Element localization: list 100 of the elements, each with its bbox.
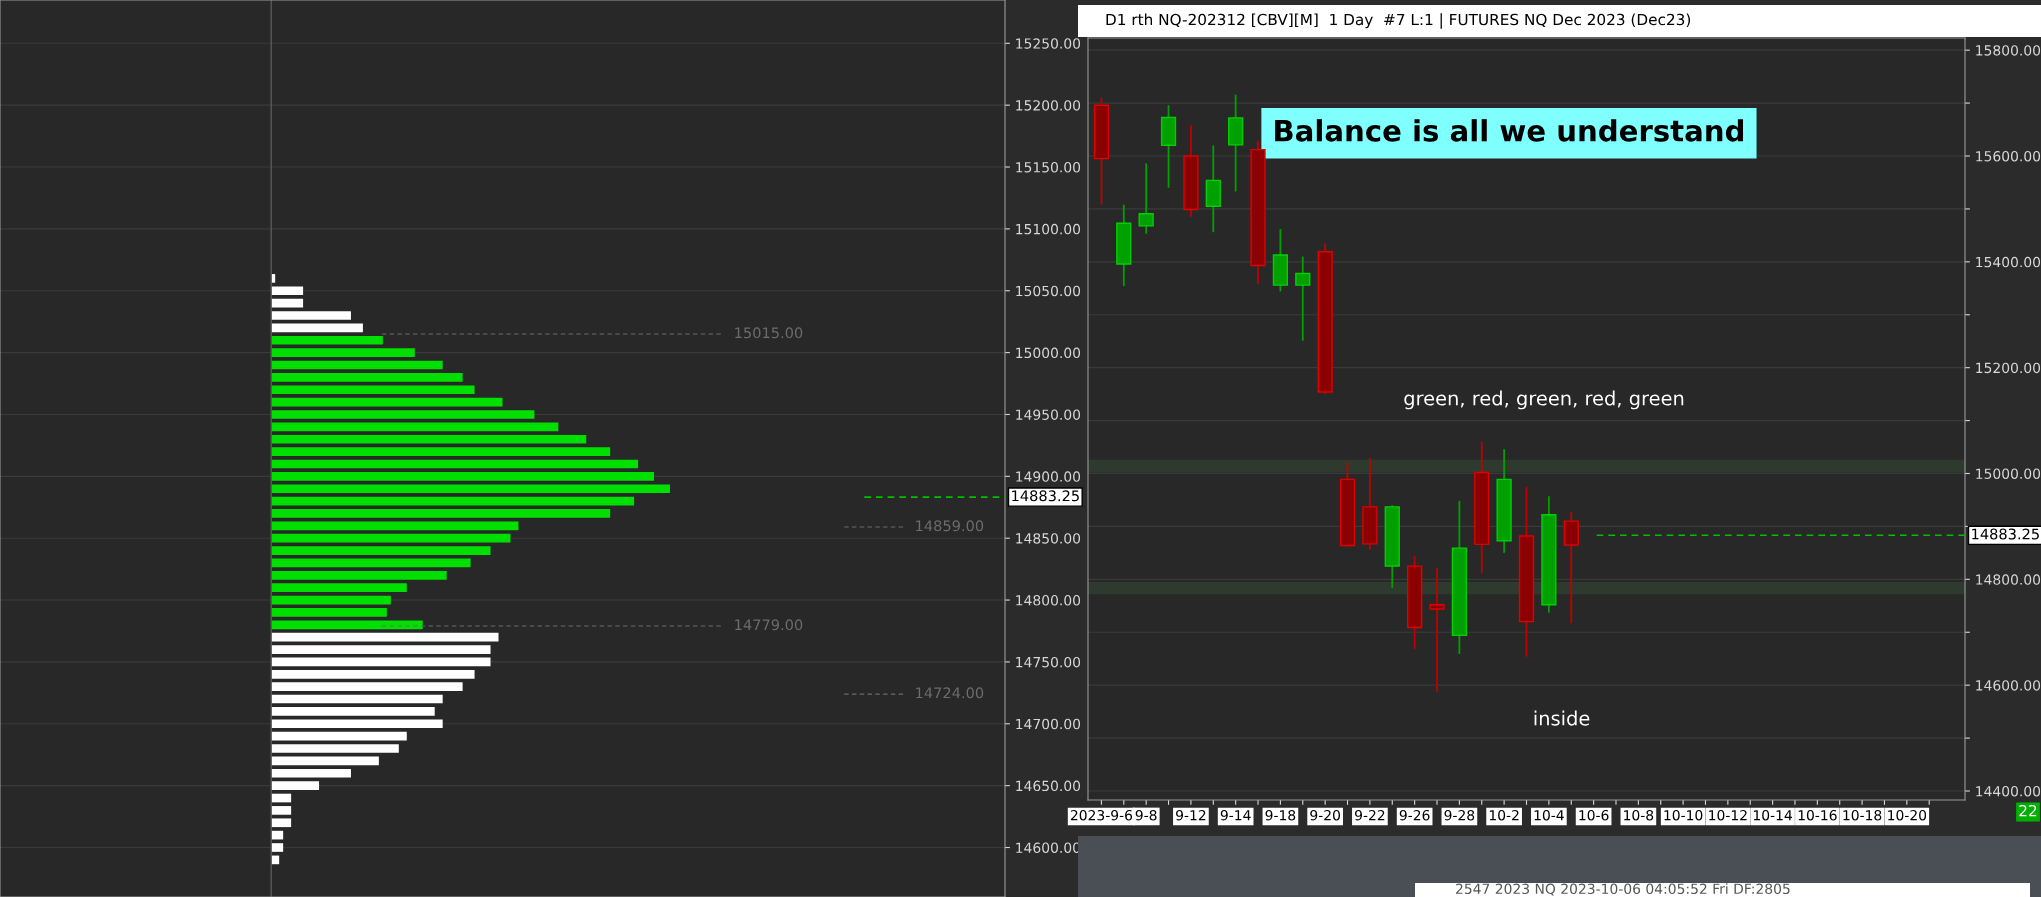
- bar: [271, 744, 399, 753]
- bar: [271, 533, 511, 543]
- candlestick: [1429, 567, 1445, 693]
- candlestick: [1138, 162, 1154, 235]
- y-tick-label: 14900.00: [1016, 471, 1081, 482]
- bar: [271, 459, 639, 469]
- bar: [271, 731, 407, 741]
- bar: [271, 558, 471, 568]
- x-tick-label: 9-26: [1399, 809, 1430, 821]
- bar: [271, 645, 491, 654]
- ref-line-label: 15015.00: [735, 327, 803, 339]
- x-tick-label: 9-22: [1355, 809, 1385, 821]
- y-tick-label: 15100.00: [1016, 223, 1081, 235]
- y-tick-label: 14750.00: [1016, 656, 1081, 668]
- bar: [271, 373, 463, 382]
- x-tick-label: 9-20: [1310, 809, 1340, 821]
- bar: [271, 694, 443, 704]
- x-tick-label: 10-20: [1888, 809, 1927, 821]
- x-tick-label: 9-8: [1135, 809, 1157, 821]
- annotation: inside: [1534, 710, 1590, 726]
- x-tick-label: 10-8: [1624, 809, 1654, 821]
- y-tick-label: 15150.00: [1016, 162, 1081, 173]
- y-tick-label: 15050.00: [1016, 285, 1081, 297]
- candlestick: [1563, 511, 1579, 625]
- y-tick-label: 15250.00: [1016, 38, 1081, 49]
- y-tick-label: 15000.00: [1976, 468, 2041, 479]
- y-tick-label: 14850.00: [1016, 533, 1081, 544]
- bar: [271, 632, 499, 642]
- x-tick-label: 10-6: [1579, 809, 1609, 821]
- x-tick-label: 10-18: [1843, 809, 1882, 821]
- x-tick-label: 10-10: [1664, 809, 1703, 821]
- bar: [271, 348, 415, 357]
- bar: [271, 397, 503, 407]
- bar: [271, 719, 443, 729]
- x-tick-label: 10-14: [1753, 809, 1792, 821]
- x-tick-label: 10-12: [1709, 809, 1747, 821]
- bar: [271, 768, 351, 778]
- bar: [271, 335, 383, 345]
- bar: [271, 385, 475, 395]
- candlestick: [1295, 255, 1311, 342]
- ref-line-label: 14724.00: [916, 687, 984, 699]
- y-tick-label: 15600.00: [1976, 150, 2041, 162]
- bar: [271, 422, 559, 432]
- y-tick-label: 15400.00: [1976, 256, 2041, 268]
- y-tick-label: 14950.00: [1016, 409, 1081, 420]
- bar: [271, 472, 655, 481]
- bar: [271, 546, 491, 555]
- bar: [271, 669, 475, 679]
- bar: [271, 781, 320, 790]
- x-tick-label: 9-12: [1176, 809, 1206, 821]
- bar: [271, 818, 292, 828]
- y-tick-label: 14800.00: [1016, 595, 1081, 606]
- bar: [271, 360, 443, 370]
- bar: [271, 484, 670, 494]
- bar: [271, 521, 519, 531]
- bar: [271, 595, 391, 605]
- bar: [271, 806, 292, 815]
- y-tick-label: 14600.00: [1976, 680, 2041, 691]
- y-tick-label: 14800.00: [1976, 574, 2041, 585]
- bar: [271, 447, 611, 456]
- bar: [271, 682, 463, 691]
- y-tick-label: 14650.00: [1016, 780, 1081, 792]
- bar: [271, 323, 363, 333]
- bar: [271, 657, 491, 667]
- x-tick-label: 9-14: [1220, 809, 1251, 821]
- y-tick-label: 14400.00: [1976, 785, 2041, 797]
- bar: [271, 583, 407, 593]
- bar: [271, 570, 447, 580]
- text: 22: [2019, 804, 2037, 817]
- ref-line-label: 14859.00: [916, 520, 984, 532]
- y-tick-label: 15000.00: [1016, 347, 1081, 359]
- bar: [271, 620, 423, 630]
- x-tick-label: 10-2: [1489, 809, 1519, 821]
- bar: [271, 434, 587, 444]
- ref-line-label: 14883.25: [1012, 490, 1079, 502]
- y-tick-label: 15800.00: [1976, 45, 2041, 56]
- bar: [271, 707, 435, 716]
- annotation: green, red, green, red, green: [1404, 390, 1684, 410]
- chart-title: D1 rth NQ-202312 [CBV][M] 1 Day #7 L:1 | FUTURES NQ Dec 2023 (Dec23): [1106, 13, 1691, 29]
- x-tick-label: 9-28: [1444, 809, 1475, 821]
- ref-line-label: 14779.00: [735, 619, 803, 631]
- bar: [271, 311, 351, 320]
- bar: [271, 286, 304, 296]
- bar: [271, 843, 284, 852]
- x-tick-label: 2023-9-6: [1070, 809, 1133, 821]
- y-tick-label: 15200.00: [1976, 362, 2041, 374]
- bar: [271, 298, 304, 308]
- bar: [271, 608, 387, 617]
- x-tick-label: 9-18: [1265, 809, 1296, 821]
- bar: [271, 509, 611, 518]
- text: 2547 2023 NQ 2023-10-06 04:05:52 Fri DF:2805: [1456, 883, 1790, 896]
- bar: [271, 410, 535, 419]
- x-tick-label: 10-16: [1798, 809, 1837, 821]
- annotation: Balance is all we understand: [1275, 119, 1744, 142]
- y-tick-label: 14700.00: [1016, 718, 1081, 730]
- bar: [271, 756, 379, 766]
- bar: [271, 496, 635, 506]
- y-tick-label: 15200.00: [1016, 100, 1081, 111]
- ref-line-label: 14883.25: [1972, 528, 2039, 540]
- x-tick-label: 10-4: [1534, 809, 1564, 821]
